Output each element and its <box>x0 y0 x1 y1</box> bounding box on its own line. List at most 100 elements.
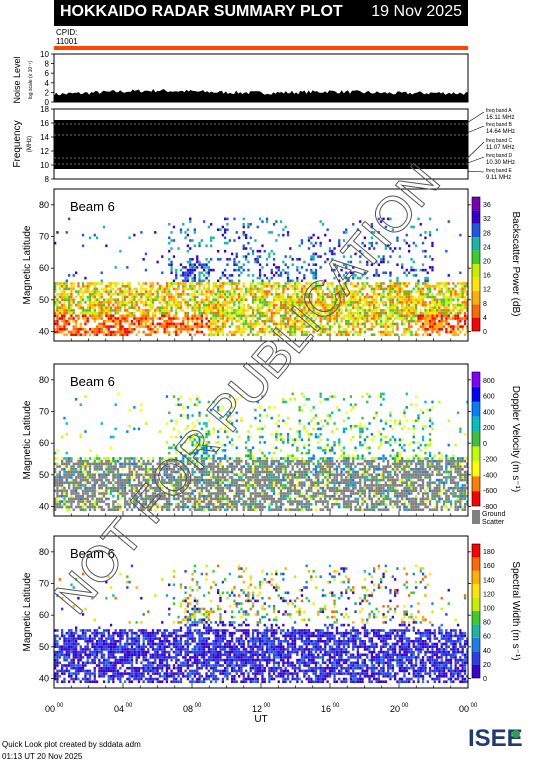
data-cell <box>182 489 185 493</box>
data-cell <box>130 328 134 331</box>
data-cell <box>203 306 206 309</box>
data-cell <box>149 317 152 320</box>
data-cell <box>165 322 169 326</box>
data-cell <box>217 325 220 328</box>
data-cell <box>140 317 143 320</box>
data-cell <box>123 503 127 506</box>
data-cell <box>461 484 464 487</box>
data-cell <box>212 484 215 487</box>
data-cell <box>212 333 215 336</box>
data-cell <box>210 486 213 490</box>
data-cell <box>258 317 262 320</box>
data-cell <box>107 282 110 285</box>
data-cell <box>466 298 469 301</box>
data-cell <box>300 500 304 503</box>
data-cell <box>286 489 290 493</box>
data-cell <box>270 328 273 331</box>
data-cell <box>403 306 406 309</box>
data-cell <box>263 505 266 509</box>
data-cell <box>272 252 276 256</box>
data-cell <box>221 309 224 312</box>
data-cell <box>366 503 369 506</box>
data-cell <box>186 497 189 501</box>
data-cell <box>382 271 385 275</box>
data-cell <box>375 298 378 301</box>
data-cell <box>98 309 101 312</box>
data-cell <box>196 505 199 509</box>
data-cell <box>268 282 271 285</box>
data-cell <box>382 309 385 312</box>
data-cell <box>189 500 192 503</box>
data-cell <box>261 328 264 331</box>
data-cell <box>254 298 257 301</box>
data-cell <box>256 276 259 280</box>
data-cell <box>119 330 122 334</box>
data-cell <box>286 293 290 296</box>
data-cell <box>256 492 259 495</box>
data-cell <box>156 260 159 264</box>
data-cell <box>207 279 210 283</box>
data-cell <box>168 249 171 253</box>
data-cell <box>135 470 138 474</box>
data-cell <box>415 314 418 318</box>
data-cell <box>291 301 294 304</box>
data-cell <box>340 301 343 304</box>
data-cell <box>445 319 448 323</box>
data-cell <box>77 333 80 336</box>
data-cell <box>77 317 80 320</box>
data-cell <box>277 306 280 309</box>
data-cell <box>207 290 210 293</box>
data-cell <box>412 301 415 304</box>
data-cell <box>342 503 346 506</box>
data-cell <box>245 328 248 331</box>
data-cell <box>135 497 138 501</box>
data-cell <box>224 503 227 506</box>
data-cell <box>235 282 238 285</box>
data-cell <box>191 306 194 309</box>
data-cell <box>263 481 266 484</box>
data-cell <box>140 293 143 296</box>
data-cell <box>224 314 227 318</box>
data-cell <box>217 492 220 495</box>
data-cell <box>240 317 243 320</box>
data-cell <box>247 505 250 509</box>
data-cell <box>361 328 364 331</box>
data-cell <box>394 284 397 288</box>
data-cell <box>158 489 162 493</box>
data-cell <box>249 293 252 296</box>
data-cell <box>452 309 455 312</box>
data-cell <box>86 298 89 301</box>
data-cell <box>310 317 313 320</box>
data-cell <box>249 314 252 318</box>
data-cell <box>184 476 187 479</box>
data-cell <box>335 481 339 484</box>
data-cell <box>79 497 82 501</box>
data-cell <box>151 473 155 476</box>
data-cell <box>345 481 348 484</box>
data-cell <box>326 481 329 484</box>
data-cell <box>93 503 96 506</box>
data-cell <box>228 476 231 479</box>
data-cell <box>314 282 318 285</box>
data-cell <box>270 314 273 318</box>
data-cell <box>279 220 283 223</box>
data-cell <box>375 274 378 277</box>
data-cell <box>291 500 294 503</box>
data-cell <box>370 298 373 301</box>
data-cell <box>310 478 313 482</box>
data-cell <box>56 492 59 495</box>
data-cell <box>307 476 311 479</box>
data-cell <box>314 311 318 315</box>
data-cell <box>56 322 59 326</box>
data-cell <box>221 233 224 237</box>
data-cell <box>249 508 252 511</box>
data-cell <box>345 271 348 275</box>
data-cell <box>310 236 313 240</box>
data-cell <box>235 478 238 482</box>
data-cell <box>119 505 122 509</box>
data-cell <box>156 484 159 487</box>
data-cell <box>410 481 413 484</box>
data-cell <box>249 306 252 309</box>
data-cell <box>79 484 82 487</box>
data-cell <box>435 298 439 301</box>
